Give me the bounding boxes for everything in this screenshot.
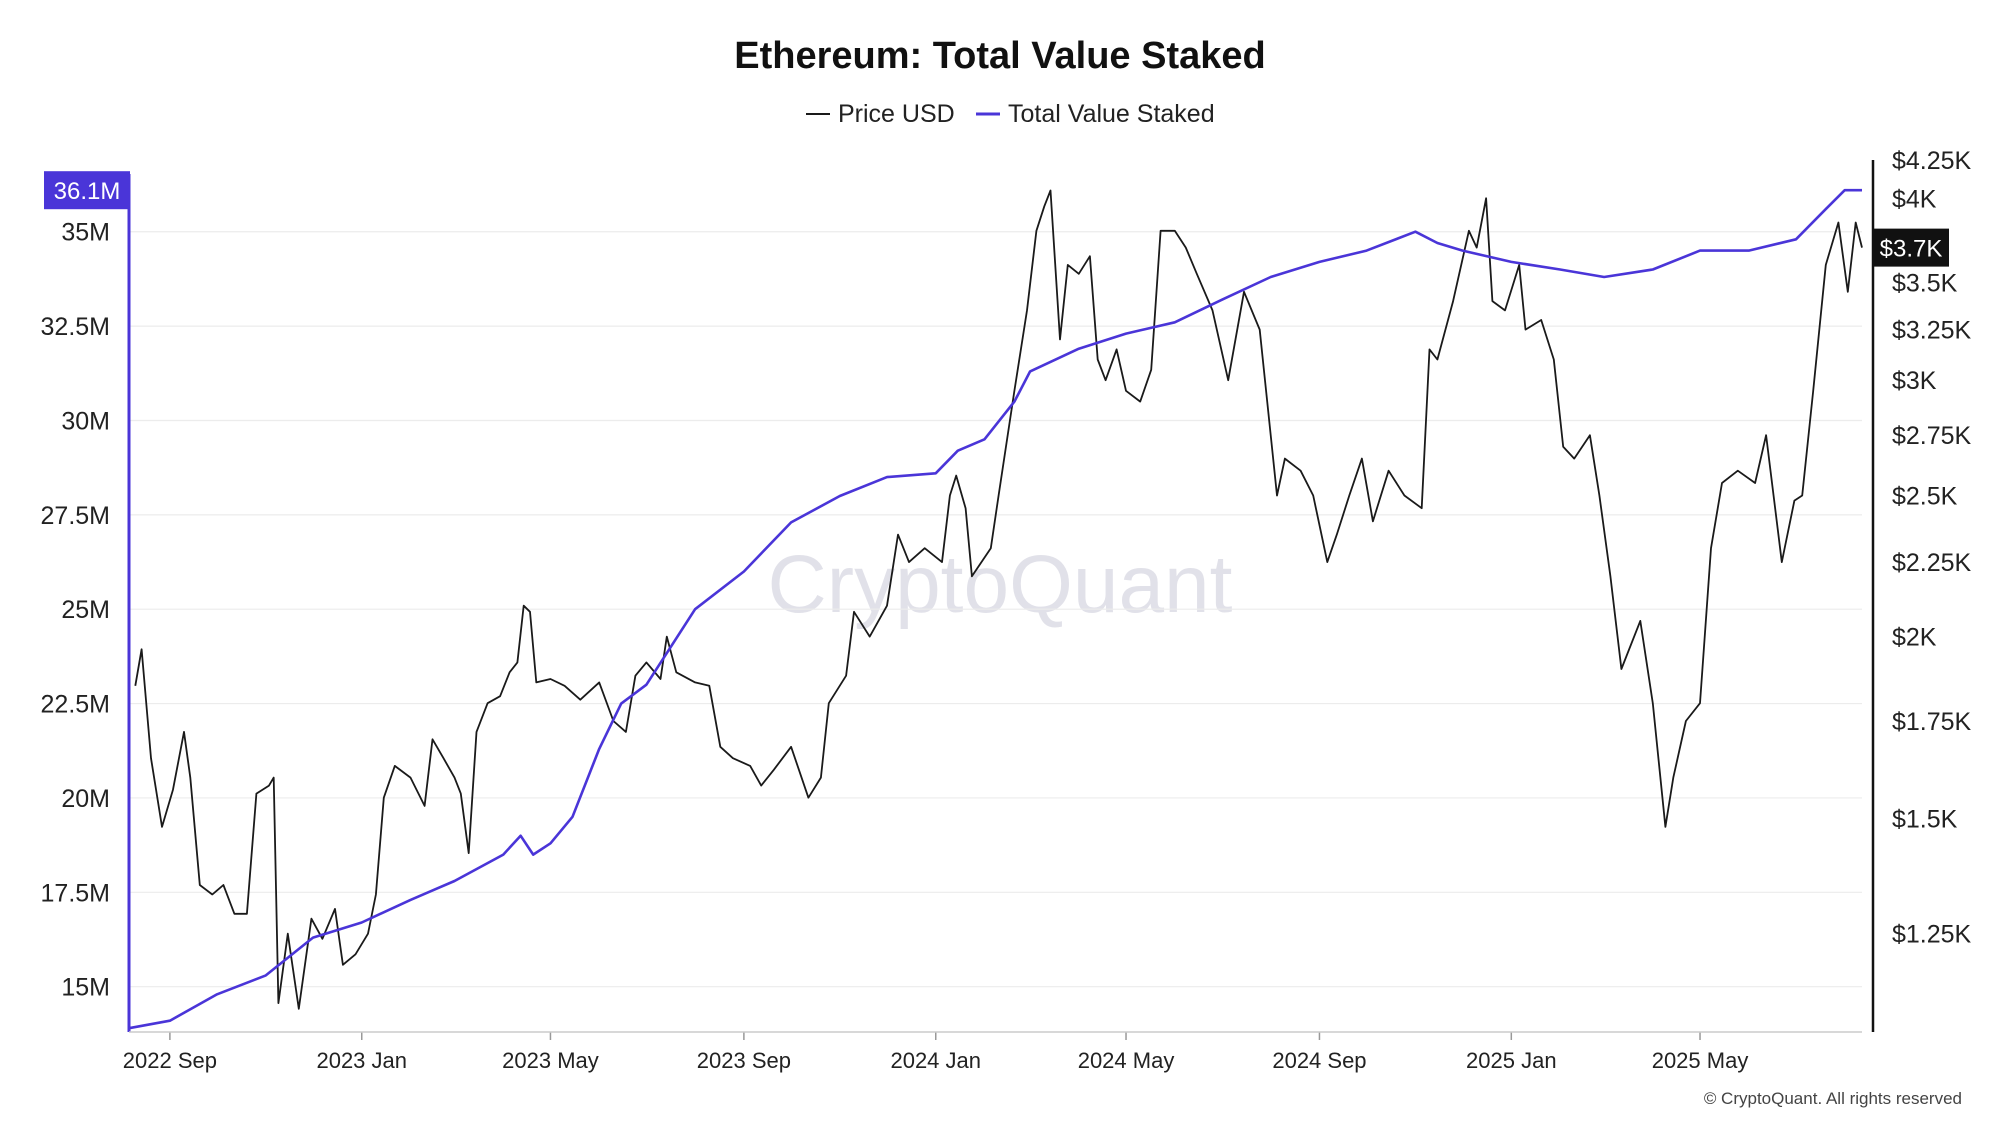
x-tick-label: 2024 May: [1078, 1048, 1175, 1073]
right-tick-label: $1.25K: [1892, 921, 1972, 949]
right-current-badge-label: $3.7K: [1880, 236, 1943, 263]
x-tick-label: 2025 Jan: [1466, 1048, 1557, 1073]
right-axis-ticks: $1.25K $1.5K $1.75K $2K $2.25K $2.5K $2.75K $3K…: [1892, 147, 1972, 949]
right-tick-label: $1.75K: [1892, 708, 1972, 736]
right-current-badge-bg: [1874, 228, 1949, 267]
right-tick-label: $1.5K: [1892, 805, 1958, 833]
left-current-badge-bg: [44, 171, 130, 210]
left-tick-label: 25M: [61, 596, 110, 624]
right-tick-label: $2K: [1892, 624, 1937, 652]
left-tick-label: 32.5M: [41, 313, 110, 341]
left-tick-label: 27.5M: [41, 502, 110, 530]
series-total-value-staked-line: [128, 188, 1862, 1030]
right-tick-label: $3.5K: [1892, 270, 1958, 298]
x-tick-label: 2025 May: [1652, 1048, 1749, 1073]
right-tick-label: $3K: [1892, 367, 1937, 395]
right-tick-label: $3.25K: [1892, 317, 1972, 345]
left-tick-label: 17.5M: [41, 879, 110, 907]
left-tick-label: 20M: [61, 785, 110, 813]
series-price-usd-line: [134, 189, 1863, 1010]
legend: Price USD Total Value Staked: [806, 100, 1215, 128]
left-tick-label: 30M: [61, 407, 110, 435]
legend-staked-label: Total Value Staked: [1008, 100, 1215, 128]
x-tick-label: 2024 Jan: [890, 1048, 981, 1073]
left-tick-label: 15M: [61, 974, 110, 1002]
left-axis-ticks: 15M 17.5M 20M 22.5M 25M 27.5M 30M 32.5M 35M: [41, 219, 110, 1002]
right-current-value-badge: $3.7K: [1874, 228, 1949, 267]
left-tick-label: 35M: [61, 219, 110, 247]
grid-lines: [129, 231, 1862, 988]
right-tick-label: $2.5K: [1892, 482, 1958, 510]
copyright-notice: © CryptoQuant. All rights reserved: [1704, 1089, 1962, 1108]
left-tick-label: 22.5M: [41, 691, 110, 719]
watermark: CryptoQuant: [768, 539, 1233, 630]
x-tick-label: 2022 Sep: [123, 1048, 217, 1073]
chart-title: Ethereum: Total Value Staked: [734, 35, 1265, 77]
right-tick-label: $2.75K: [1892, 422, 1972, 450]
left-current-badge-label: 36.1M: [54, 178, 121, 205]
legend-price-label: Price USD: [838, 100, 955, 128]
x-tick-label: 2023 Sep: [697, 1048, 791, 1073]
x-tick-label: 2024 Sep: [1272, 1048, 1366, 1073]
left-current-value-badge: 36.1M: [44, 171, 130, 210]
x-tick-label: 2023 Jan: [316, 1048, 407, 1073]
right-tick-label: $4.25K: [1892, 147, 1972, 175]
right-tick-label: $4K: [1892, 185, 1937, 213]
right-tick-label: $2.25K: [1892, 549, 1972, 577]
x-tick-label: 2023 May: [502, 1048, 599, 1073]
x-axis-ticks: 2022 Sep 2023 Jan 2023 May 2023 Sep 2024 Jan…: [123, 1032, 1749, 1073]
